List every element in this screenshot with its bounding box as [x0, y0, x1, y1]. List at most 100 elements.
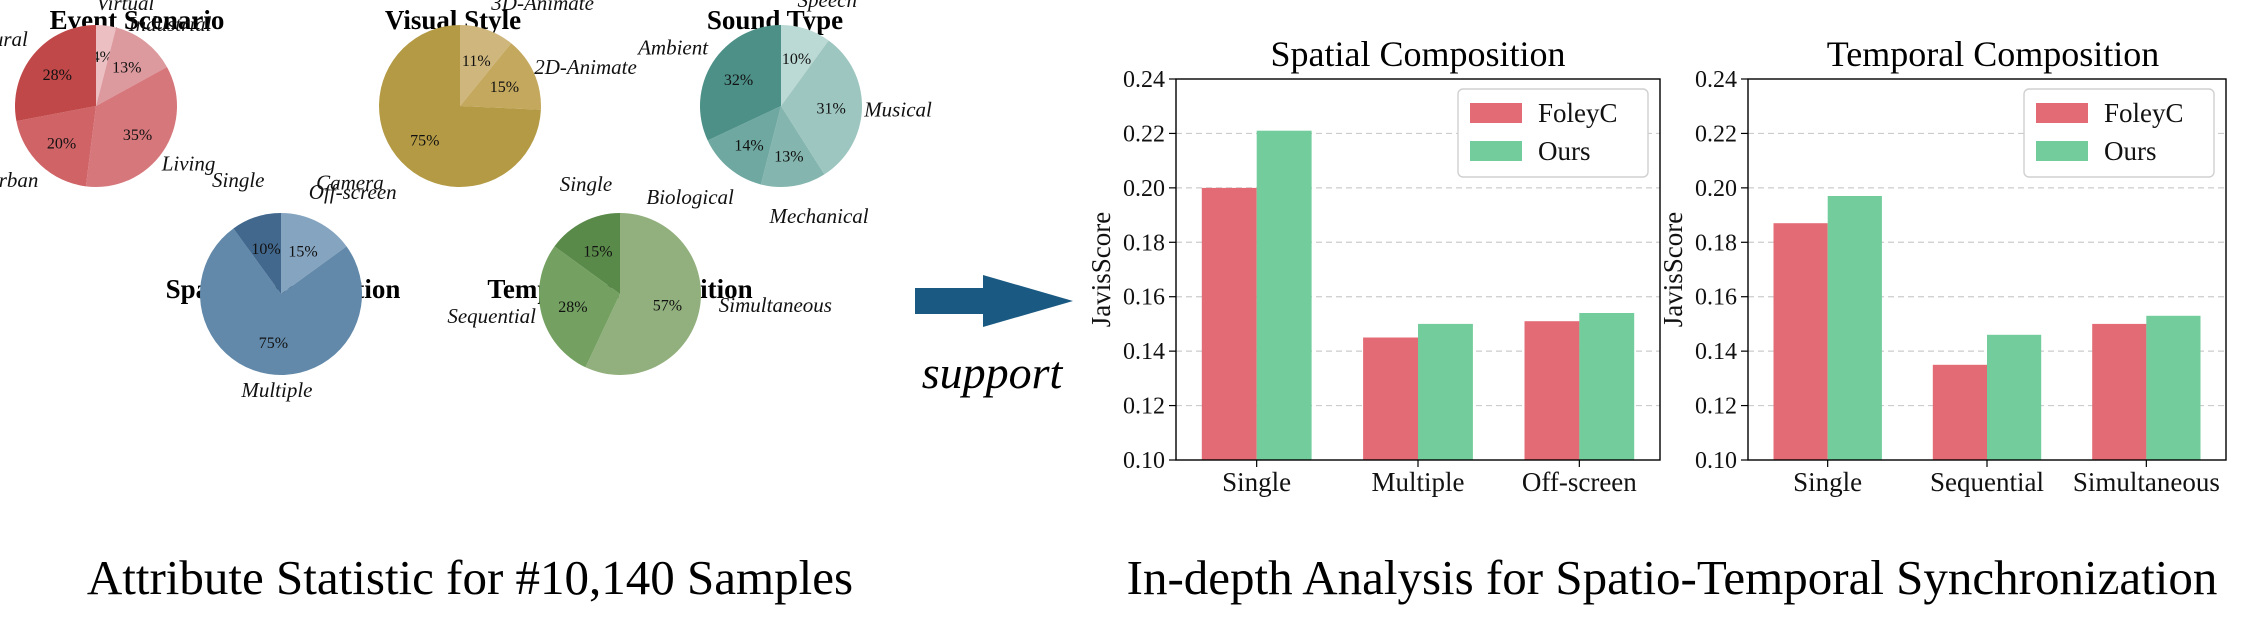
x-tick-label: Sequential — [1930, 467, 2044, 497]
pie-pct-label: 31% — [817, 101, 846, 118]
pie-slice-urban — [16, 106, 96, 187]
pie-slice-living — [85, 66, 177, 187]
pie-category-label: Virtual — [96, 0, 154, 15]
bar-ours-off-screen — [1579, 313, 1635, 460]
pie-sound-type: Sound Type 10%Speech31%Musical13%Mechani… — [636, 0, 932, 228]
y-tick-label: 0.22 — [1123, 121, 1165, 147]
legend-swatch-ours — [2036, 141, 2088, 161]
pie-slice-single — [554, 213, 620, 294]
pie-pct-label: 10% — [782, 51, 811, 68]
pie-category-label: Mechanical — [769, 204, 869, 228]
y-tick-label: 0.12 — [1123, 394, 1165, 420]
pie-category-label: Natural — [0, 27, 28, 51]
bar-foleyc-simultaneous — [2092, 323, 2147, 460]
arrow-head — [983, 275, 1073, 327]
bar-foleyc-off-screen — [1524, 321, 1580, 460]
pie-slice-sequential — [539, 246, 620, 368]
plot-frame — [1747, 78, 2227, 461]
x-tick-label: Simultaneous — [2073, 467, 2220, 497]
pie-category-label: 3D-Animate — [490, 0, 594, 15]
y-tick-label: 0.20 — [1695, 176, 1737, 202]
y-tick-label: 0.24 — [1695, 67, 1737, 93]
pie-slice-natural — [14, 25, 96, 122]
pie-category-label: Sequential — [447, 304, 536, 328]
pie-pct-label: 13% — [774, 149, 803, 166]
pie-pct-label: 20% — [47, 136, 76, 153]
y-axis-label: JavisScore — [1658, 212, 1688, 327]
x-tick-label: Single — [1793, 467, 1862, 497]
bar-ours-simultaneous — [2146, 315, 2201, 460]
bar-ours-single — [1827, 196, 1882, 460]
caption-right: In-depth Analysis for Spatio-Temporal Sy… — [1127, 550, 2218, 605]
pie-slice-2d-animate — [460, 43, 541, 110]
bar-ours-sequential — [1987, 334, 2042, 460]
pie-slice-speech — [781, 25, 829, 106]
pie-category-label: Urban — [0, 168, 38, 192]
bar-foleyc-single — [1773, 223, 1828, 460]
y-tick-label: 0.20 — [1123, 176, 1165, 202]
plot-frame — [1175, 78, 1661, 461]
legend-swatch-ours — [1470, 141, 1522, 161]
y-tick-label: 0.14 — [1695, 339, 1737, 365]
pie-slice-biological — [707, 106, 781, 185]
y-tick-label: 0.24 — [1123, 67, 1165, 93]
bar-ours-multiple — [1418, 323, 1473, 460]
caption-left: Attribute Statistic for #10,140 Samples — [87, 550, 853, 605]
pie-pct-label: 15% — [583, 244, 612, 261]
bar-foleyc-multiple — [1363, 337, 1418, 460]
pie-category-label: Biological — [646, 185, 734, 209]
pie-pct-label: 32% — [724, 72, 753, 89]
y-tick-label: 0.12 — [1695, 394, 1737, 420]
y-tick-label: 0.10 — [1695, 448, 1737, 474]
x-tick-label: Off-screen — [1522, 467, 1637, 497]
pie-category-label: Industrial — [128, 12, 212, 36]
pie-event-scenario: Event Scenario 4%Virtual13%Industrial35%… — [0, 0, 224, 192]
pie-category-label: Camera — [316, 171, 384, 195]
pie-slice-simultaneous — [585, 213, 702, 375]
y-tick-label: 0.18 — [1695, 230, 1737, 256]
pie-category-label: Living — [161, 152, 216, 176]
pie-temporal-composition: Temporal Composition 57%Simultaneous28%S… — [447, 172, 832, 375]
pie-visual-style: Visual Style 11%3D-Animate15%2D-Animate7… — [316, 0, 637, 195]
pie-category-label: 2D-Animate — [534, 55, 637, 79]
pie-pct-label: 13% — [112, 59, 141, 76]
pie-pct-label: 28% — [558, 299, 587, 316]
pie-category-label: Musical — [863, 97, 932, 121]
pie-slice-musical — [781, 40, 862, 175]
y-tick-label: 0.16 — [1695, 285, 1737, 311]
support-arrow: support — [915, 275, 1073, 398]
pie-category-label: Ambient — [636, 36, 709, 60]
bar-foleyc-single — [1201, 187, 1257, 460]
pie-category-label: Off-screen — [309, 180, 397, 204]
arrow-label: support — [922, 347, 1064, 398]
pie-pct-label: 11% — [462, 53, 491, 70]
bar-ours-single — [1256, 130, 1312, 460]
pie-slice-industrial — [96, 27, 167, 106]
legend-swatch-foleyc — [2036, 103, 2088, 123]
pie-pct-label: 14% — [734, 138, 763, 155]
bar-title: Temporal Composition — [1827, 34, 2159, 74]
legend-label-ours: Ours — [1538, 136, 1591, 166]
pie-category-label: Single — [212, 168, 265, 192]
bar-chart-spatial: Spatial Composition 0.10 0.12 0.14 0.16 0.18… — [1086, 34, 1661, 497]
pie-spatial-composition: Spatial Composition 15%Off-screen75%Mult… — [166, 168, 401, 402]
arrow-shaft — [915, 288, 983, 314]
pie-category-label: Multiple — [240, 378, 312, 402]
y-tick-label: 0.14 — [1123, 339, 1165, 365]
pie-pct-label: 28% — [43, 67, 72, 84]
bar-foleyc-sequential — [1932, 364, 1987, 461]
y-tick-label: 0.10 — [1123, 448, 1165, 474]
legend-label-foleyc: FoleyC — [2104, 98, 2184, 128]
pie-slice-mechanical — [760, 106, 825, 188]
legend-label-ours: Ours — [2104, 136, 2157, 166]
legend-swatch-foleyc — [1470, 103, 1522, 123]
pie-slice-multiple — [199, 228, 362, 376]
bar-chart-temporal: Temporal Composition 0.10 0.12 0.14 0.16 0.1… — [1658, 34, 2227, 497]
pie-pct-label: 10% — [251, 241, 280, 258]
pie-slice-virtual — [96, 25, 117, 106]
pie-pct-label: 57% — [653, 298, 682, 315]
y-tick-label: 0.16 — [1123, 285, 1165, 311]
pie-slice-off-screen — [281, 213, 347, 294]
pie-pct-label: 35% — [123, 127, 152, 144]
